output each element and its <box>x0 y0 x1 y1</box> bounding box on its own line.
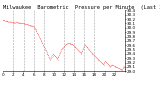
Text: Milwaukee  Barometric  Pressure per Minute  (Last 24 Hours): Milwaukee Barometric Pressure per Minute… <box>3 5 160 10</box>
